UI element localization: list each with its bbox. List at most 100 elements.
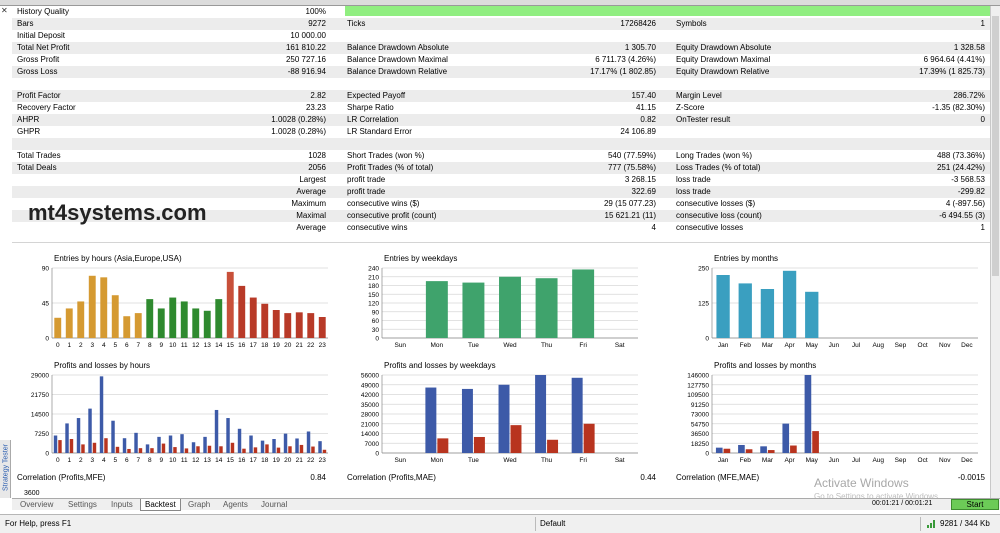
stats-row: Average consecutive wins 4 consecutive loss… [12,222,990,234]
stat-value [512,138,656,150]
tab-graph[interactable]: Graph [188,500,211,509]
tab-backtest[interactable]: Backtest [140,499,181,511]
x-tick-label: 22 [307,342,315,349]
bar [65,308,73,338]
scrollbar-thumb[interactable] [992,16,999,276]
tab-inputs[interactable]: Inputs [111,500,133,509]
tab-agents[interactable]: Agents [223,500,248,509]
strategy-tester-side-tab[interactable]: Strategy Tester [0,440,11,498]
loss-bar [230,442,235,453]
profit-bar [65,423,69,453]
profit-bar [111,420,115,453]
profit-bar [145,444,150,453]
x-tick-label: Apr [785,342,796,349]
x-tick-label: 6 [125,457,129,464]
profit-bar [283,433,288,453]
stat-value [162,186,326,198]
close-icon[interactable]: ✕ [1,6,8,15]
x-tick-label: Sat [615,342,625,349]
y-tick-label: 109500 [687,392,709,399]
x-tick-label: 11 [181,457,188,464]
stat-label: OnTester result [676,115,731,124]
stat-value: 540 (77.59%) [607,151,656,160]
stat-value [812,126,985,138]
stat-value: 0 [980,115,985,124]
x-tick-label: 4 [102,342,106,349]
stat-value: 100% [305,7,326,16]
stat-value: 157.40 [631,91,656,100]
stat-label: Ticks [347,19,366,28]
tab-journal[interactable]: Journal [261,500,288,509]
stats-row: Profit Factor 2.82 Expected Payoff 157.40 Ma… [12,90,990,102]
y-tick-label: 36500 [691,431,709,438]
status-profile: Default [540,519,566,528]
stat-value: 2.82 [310,91,326,100]
tab-settings[interactable]: Settings [68,500,97,509]
status-bar: For Help, press F1 Default 9281 / 344 Kb [0,514,1000,533]
x-tick-label: Jan [718,342,729,349]
tab-overview[interactable]: Overview [20,500,54,509]
stat-value: 4 [651,223,656,232]
x-tick-label: 10 [169,342,177,349]
y-tick-label: 0 [375,336,379,343]
x-tick-label: 3 [90,457,94,464]
loss-bar [58,440,62,453]
x-tick-label: 11 [181,342,188,349]
x-tick-label: Fri [579,342,587,349]
profit-bar [535,375,547,453]
stat-label [17,174,137,186]
x-tick-label: Dec [961,342,973,349]
corr-label-3: Correlation (MFE,MAE) [676,473,760,482]
stats-row: Initial Deposit 10 000.00 [12,30,990,42]
stat-value [512,78,656,90]
loss-bar [510,425,522,453]
stats-row: GHPR 1.0028 (0.28%) LR Standard Error 24 10… [12,126,990,138]
bar [535,278,558,338]
correlation-row: Correlation (Profits,MFE) 0.84 Correlati… [12,472,990,484]
loss-bar [276,447,281,453]
y-tick-label: 60 [372,318,380,325]
profit-bar [76,418,81,453]
x-tick-label: 17 [250,342,258,349]
x-tick-label: Nov [939,342,951,349]
bar [295,312,303,338]
x-tick-label: 5 [113,342,117,349]
corr-value-2: 0.44 [640,473,656,482]
x-tick-label: Jul [852,457,861,464]
x-tick-label: Jul [852,342,861,349]
x-tick-label: Tue [468,342,479,349]
x-tick-label: 17 [250,457,258,464]
x-tick-label: 8 [148,457,152,464]
x-tick-label: Feb [740,342,752,349]
bar [272,310,280,338]
stat-value [512,30,656,42]
stat-value: -1.35 (82.30%) [932,103,985,112]
stat-label: LR Correlation [347,115,399,124]
history-quality-bar [345,6,990,16]
loss-bar [790,445,797,453]
x-tick-label: 16 [238,342,246,349]
stat-label: Total Trades [17,151,61,160]
activate-windows-title: Activate Windows [814,476,909,490]
x-tick-label: 15 [227,342,235,349]
stat-value: 488 (73.36%) [936,151,985,160]
stat-label: Total Net Profit [17,43,70,52]
profit-bar [571,377,583,453]
vertical-scrollbar[interactable] [990,6,1000,498]
stat-label: Equity Drawdown Absolute [676,43,772,52]
stat-label: Balance Drawdown Absolute [347,43,449,52]
stat-value: 3 268.15 [624,175,656,184]
x-tick-label: 20 [284,342,292,349]
bar [425,281,448,338]
stat-value: 6 964.64 (4.41%) [923,55,985,64]
activate-windows-subtitle: Go to Settings to activate Windows. [814,492,941,501]
profit-bar [226,418,230,453]
x-tick-label: Mar [762,457,774,464]
chart-svg: 0 125 250 Jan Feb Mar Apr May Jun Jul Aug Sep Oct Nov… [698,266,978,349]
start-button[interactable]: Start [951,499,999,510]
bar [261,303,269,338]
loss-bar [547,439,559,453]
stat-label [347,30,527,42]
stat-label: Equity Drawdown Maximal [676,55,771,64]
